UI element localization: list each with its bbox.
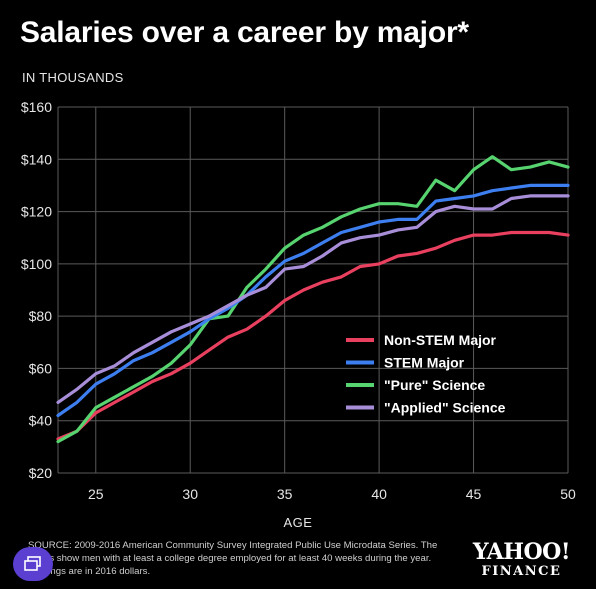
- y-tick-label: $120: [21, 204, 52, 220]
- legend-label: Non-STEM Major: [384, 332, 497, 348]
- x-tick-label: 50: [560, 486, 576, 502]
- y-tick-label: $20: [29, 465, 53, 481]
- chart-subtitle: IN THOUSANDS: [22, 70, 124, 85]
- x-tick-label: 35: [277, 486, 293, 502]
- x-axis: 25 30 35 40 45 50: [88, 486, 576, 502]
- legend-label: "Pure" Science: [384, 377, 485, 393]
- y-tick-label: $160: [21, 99, 52, 115]
- source-note: SOURCE: 2009-2016 American Community Sur…: [28, 540, 438, 577]
- legend: Non-STEM Major STEM Major "Pure" Science "A…: [346, 332, 506, 416]
- x-axis-label: AGE: [283, 515, 313, 530]
- brand-logo: YAHOO! FINANCE: [472, 539, 571, 580]
- series-line-3: [56, 194, 570, 404]
- y-tick-label: $100: [21, 256, 52, 272]
- y-tick-label: $80: [29, 308, 53, 324]
- series-lines: [56, 155, 570, 444]
- x-tick-label: 30: [182, 486, 198, 502]
- stack-icon-glyph: [24, 556, 41, 571]
- stack-icon[interactable]: [13, 547, 53, 581]
- chart-title: Salaries over a career by major*: [20, 16, 469, 49]
- series-line-1: [56, 183, 570, 418]
- x-tick-label: 25: [88, 486, 104, 502]
- y-tick-label: $140: [21, 151, 52, 167]
- x-tick-label: 45: [466, 486, 482, 502]
- brand-name: YAHOO!: [472, 539, 571, 565]
- legend-label: STEM Major: [384, 355, 465, 371]
- y-tick-label: $40: [29, 413, 53, 429]
- y-tick-label: $60: [29, 360, 53, 376]
- series-line-0: [56, 230, 570, 441]
- x-tick-label: 40: [371, 486, 387, 502]
- series-line-2: [56, 155, 570, 444]
- grid: [57, 106, 569, 474]
- y-axis: $20 $40 $60 $80 $100 $120 $140 $160: [21, 99, 52, 481]
- legend-label: "Applied" Science: [384, 400, 506, 416]
- brand-sub: FINANCE: [481, 564, 562, 579]
